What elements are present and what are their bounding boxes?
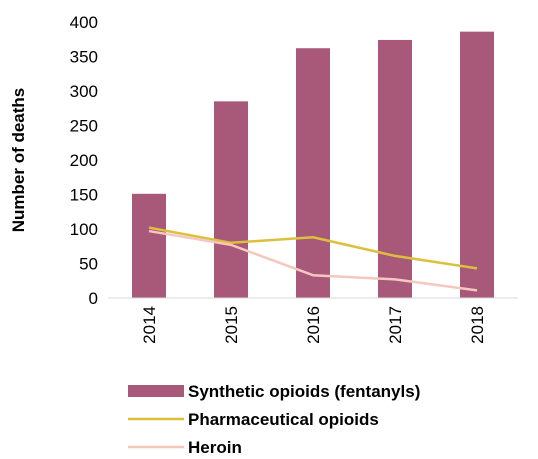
x-axis-ticks: 2014 2015 2016 2017 2018 [140,306,487,344]
bar [214,101,248,298]
series-line [148,226,478,270]
y-tick-label: 200 [70,151,98,170]
bar [460,31,494,298]
bar-series [132,31,494,298]
legend-label: Synthetic opioids (fentanyls) [188,382,420,401]
x-tick-label: 2018 [468,306,487,344]
legend-label: Heroin [188,438,242,457]
y-tick-label: 100 [70,220,98,239]
bar [296,48,330,298]
y-axis-label: Number of deaths [9,88,28,233]
y-tick-label: 400 [70,13,98,32]
y-tick-label: 150 [70,186,98,205]
y-axis-ticks: 0 50 100 150 200 250 300 350 400 [70,13,98,308]
legend: Synthetic opioids (fentanyls) Pharmaceuti… [128,382,420,457]
legend-label: Pharmaceutical opioids [188,410,379,429]
bar [378,39,412,298]
y-tick-label: 300 [70,82,98,101]
y-tick-label: 250 [70,117,98,136]
bar [132,193,166,298]
x-tick-label: 2017 [386,306,405,344]
line-series [148,226,478,292]
legend-swatch [128,385,184,397]
x-tick-label: 2016 [304,306,323,344]
y-tick-label: 0 [89,289,98,308]
y-tick-label: 350 [70,48,98,67]
y-tick-label: 50 [79,255,98,274]
series-line [148,229,478,292]
x-tick-label: 2015 [222,306,241,344]
x-tick-label: 2014 [140,306,159,344]
